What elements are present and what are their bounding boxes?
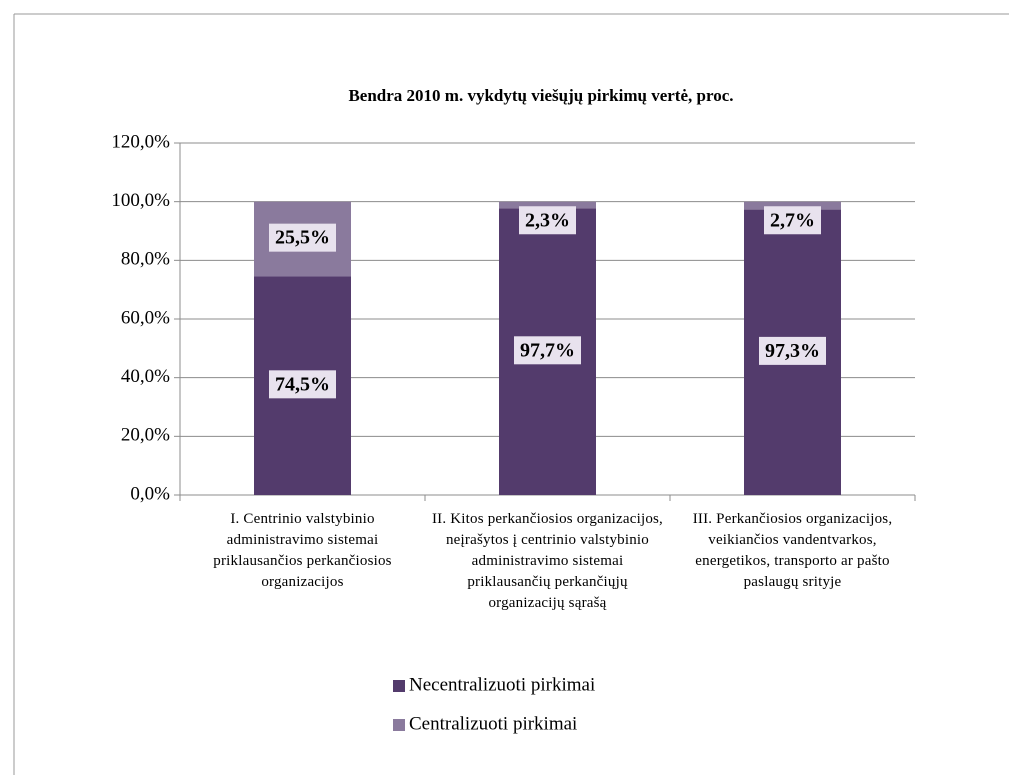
y-tick-label: 0,0% (130, 483, 170, 504)
data-label-box (764, 206, 821, 235)
data-label-box (759, 336, 826, 365)
legend-swatch (393, 680, 405, 692)
y-tick-label: 20,0% (121, 425, 170, 446)
x-tick-label: II. Kitos perkančiosios organizacijos, n… (431, 511, 664, 611)
data-label: 2,3% (525, 209, 570, 231)
legend-label: Necentralizuoti pirkimai (409, 674, 595, 695)
data-label-box (269, 370, 336, 399)
y-tick-label: 60,0% (121, 307, 170, 328)
data-label-box (269, 223, 336, 252)
data-label: 97,7% (520, 339, 575, 361)
data-label: 25,5% (275, 227, 330, 249)
x-tick-label: I. Centrinio valstybinio administravimo … (213, 511, 392, 590)
data-label-box (519, 206, 576, 235)
data-label: 97,3% (765, 340, 820, 362)
bar-segment (499, 201, 596, 209)
x-tick-label: III. Perkančiosios organizacijos, veikia… (692, 511, 893, 590)
data-label-box (514, 336, 581, 365)
bar-segment (744, 201, 841, 210)
chart-title: Bendra 2010 m. vykdytų viešųjų pirkimų v… (348, 86, 733, 105)
y-tick-label: 40,0% (121, 366, 170, 387)
data-label: 74,5% (275, 373, 330, 395)
legend-label: Centralizuoti pirkimai (409, 713, 577, 734)
data-label: 2,7% (770, 209, 815, 231)
y-tick-label: 80,0% (121, 249, 170, 270)
y-tick-label: 100,0% (111, 190, 170, 211)
legend-swatch (393, 719, 405, 731)
y-tick-label: 120,0% (111, 131, 170, 152)
